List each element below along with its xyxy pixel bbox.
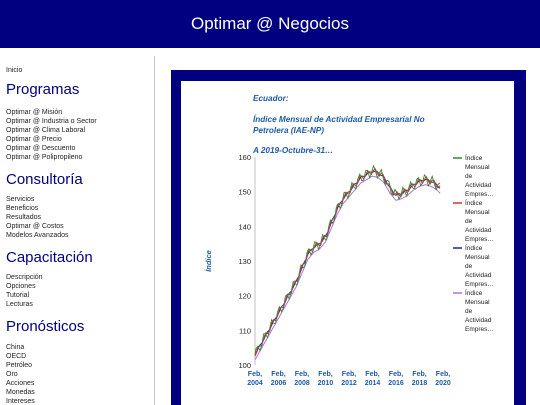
sidebar-link[interactable]: Optimar @ Clima Laboral bbox=[6, 127, 86, 134]
chart-panel bbox=[181, 81, 514, 405]
x-tick-label: 2020 bbox=[435, 380, 451, 387]
y-tick-label: 160 bbox=[238, 153, 251, 162]
x-tick-label: 2008 bbox=[294, 380, 310, 387]
sidebar-link[interactable]: Opciones bbox=[6, 283, 36, 290]
x-tick-label: Feb, bbox=[295, 371, 309, 378]
x-tick-label: Feb, bbox=[412, 371, 426, 378]
sidebar-link[interactable]: Optimar @ Misión bbox=[6, 109, 63, 116]
legend-label: Mensual bbox=[465, 209, 490, 216]
section-title-programas[interactable]: Programas bbox=[6, 81, 80, 98]
sidebar-link[interactable]: Acciones bbox=[6, 380, 35, 387]
legend-label: Índice bbox=[465, 288, 483, 297]
line-chart: 100 110 120 130 140 150 160 Índice Feb, 2004 Feb, 2… bbox=[204, 153, 494, 387]
sidebar-divider bbox=[154, 56, 155, 405]
legend-label: Actividad bbox=[465, 272, 492, 279]
x-tick-label: Feb, bbox=[436, 371, 450, 378]
sidebar-link[interactable]: Intereses bbox=[6, 398, 35, 405]
chart-title-line: Petrolera (IAE-NP) bbox=[253, 126, 324, 135]
legend-label: de bbox=[465, 218, 473, 225]
series-line bbox=[254, 164, 441, 355]
sidebar-link[interactable]: Optimar @ Polipropileno bbox=[6, 154, 83, 161]
sidebar-link[interactable]: Lecturas bbox=[6, 301, 33, 308]
legend-label: de bbox=[465, 173, 473, 180]
legend-label: Actividad bbox=[465, 182, 492, 189]
x-tick-label: Feb, bbox=[365, 371, 379, 378]
sidebar-link[interactable]: Resultados bbox=[6, 214, 42, 221]
legend-label: Mensual bbox=[465, 164, 490, 171]
legend-label: Mensual bbox=[465, 254, 490, 261]
sidebar-link[interactable]: Servicios bbox=[6, 196, 35, 203]
x-tick-label: Feb, bbox=[248, 371, 262, 378]
legend-label: Índice bbox=[465, 153, 483, 162]
site-title: Optimar @ Negocios bbox=[190, 14, 350, 33]
y-tick-label: 140 bbox=[238, 222, 251, 231]
x-tick-label: 2014 bbox=[365, 380, 381, 387]
section-title-pronosticos[interactable]: Pronósticos bbox=[6, 318, 85, 335]
x-tick-label: 2018 bbox=[412, 380, 428, 387]
sidebar-link[interactable]: OECD bbox=[6, 353, 27, 360]
legend-label: Actividad bbox=[465, 317, 492, 324]
chart-title-line: Índice Mensual de Actividad Empresarial … bbox=[253, 115, 425, 124]
legend-label: Actividad bbox=[465, 227, 492, 234]
x-tick-label: Feb, bbox=[389, 371, 403, 378]
legend-label: Mensual bbox=[465, 299, 490, 306]
x-tick-label: Feb, bbox=[271, 371, 285, 378]
section-title-consultoria[interactable]: Consultoría bbox=[6, 171, 83, 188]
legend-label: Empres… bbox=[465, 236, 494, 243]
x-tick-label: 2012 bbox=[341, 380, 357, 387]
legend-label: Empres… bbox=[465, 326, 494, 333]
sidebar-link[interactable]: China bbox=[6, 344, 25, 351]
sidebar-link[interactable]: Optimar @ Descuento bbox=[6, 145, 76, 152]
sidebar-link[interactable]: Optimar @ Costos bbox=[6, 223, 64, 230]
x-tick-label: Feb, bbox=[342, 371, 356, 378]
y-tick-label: 110 bbox=[239, 326, 251, 335]
sidebar-link[interactable]: Tutorial bbox=[6, 292, 30, 299]
chart-title-country: Ecuador: bbox=[253, 94, 289, 103]
legend-label: Empres… bbox=[465, 191, 494, 198]
legend-label: Índice bbox=[465, 243, 483, 252]
y-tick-label: 130 bbox=[238, 257, 251, 266]
y-axis-label: Índice bbox=[204, 250, 213, 272]
y-tick-label: 100 bbox=[238, 361, 251, 370]
sidebar-link[interactable]: Beneficios bbox=[6, 205, 39, 212]
chart-title-date: A 2019-Octubre-31… bbox=[253, 146, 334, 155]
sidebar-link[interactable]: Oro bbox=[6, 371, 18, 378]
sidebar-link[interactable]: Petróleo bbox=[6, 362, 33, 369]
x-tick-label: 2016 bbox=[388, 380, 404, 387]
section-title-capacitacion[interactable]: Capacitación bbox=[6, 249, 93, 266]
legend-label: de bbox=[465, 263, 473, 270]
x-tick-label: 2004 bbox=[247, 380, 263, 387]
legend-label: Empres… bbox=[465, 281, 494, 288]
x-tick-label: 2010 bbox=[318, 380, 334, 387]
sidebar: Inicio Programas Optimar @ Misión Optima… bbox=[0, 56, 150, 405]
sidebar-link[interactable]: Optimar @ Precio bbox=[6, 136, 62, 143]
sidebar-link[interactable]: Modelos Avanzados bbox=[6, 232, 69, 239]
y-tick-label: 120 bbox=[238, 292, 251, 301]
legend-label: de bbox=[465, 308, 473, 315]
sidebar-link[interactable]: Descripción bbox=[6, 274, 43, 281]
x-tick-label: 2006 bbox=[271, 380, 287, 387]
series-line bbox=[254, 168, 441, 357]
x-tick-label: Feb, bbox=[318, 371, 332, 378]
sidebar-link-inicio[interactable]: Inicio bbox=[6, 67, 23, 74]
y-tick-label: 150 bbox=[238, 188, 251, 197]
site-header: Optimar @ Negocios bbox=[0, 0, 540, 48]
legend-label: Índice bbox=[465, 198, 483, 207]
sidebar-link[interactable]: Optimar @ Industria o Sector bbox=[6, 118, 97, 125]
series-line bbox=[254, 175, 441, 361]
sidebar-link[interactable]: Monedas bbox=[6, 389, 35, 396]
